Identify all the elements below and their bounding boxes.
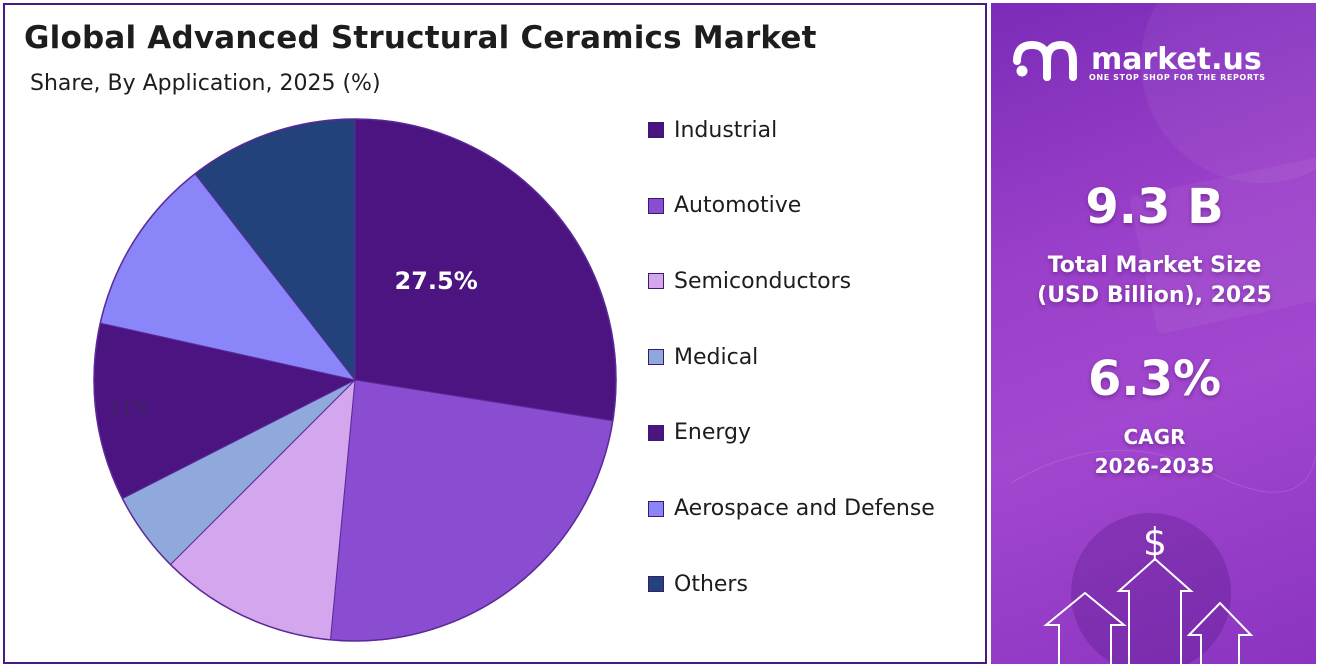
legend-swatch — [648, 122, 664, 138]
market-size-value: 9.3 B — [1085, 179, 1224, 235]
cagr-label: CAGR — [1123, 425, 1186, 449]
cagr-value: 6.3% — [1087, 351, 1222, 407]
legend-item-industrial: Industrial — [648, 115, 777, 145]
brand-tagline: ONE STOP SHOP FOR THE REPORTS — [1089, 73, 1266, 82]
legend-swatch — [648, 576, 664, 593]
data-label-industrial: 27.5% — [395, 267, 478, 295]
stats-panel: $ market.us ONE STOP SHOP FOR THE REPORT… — [989, 3, 1316, 664]
data-label-energy: 11% — [110, 397, 150, 418]
brand-name: market.us — [1091, 42, 1262, 77]
dollar-icon: $ — [1143, 520, 1167, 564]
legend-item-energy: Energy — [648, 418, 751, 448]
legend-item-medical: Medical — [648, 342, 758, 372]
background-decoration: $ — [1010, 3, 1316, 664]
legend-label: Aerospace and Defense — [674, 496, 935, 521]
legend-label: Automotive — [674, 193, 802, 219]
legend-label: Energy — [674, 420, 752, 446]
legend-swatch — [648, 500, 664, 517]
legend-item-others: Others — [648, 569, 748, 599]
legend-label: Industrial — [674, 117, 778, 143]
chart-title: Global Advanced Structural Ceramics Mark… — [24, 20, 817, 56]
legend-swatch — [648, 197, 664, 214]
market-size-label-line1: Total Market Size — [1047, 253, 1262, 278]
legend-item-aerospace-and-defense: Aerospace and Defense — [648, 494, 935, 524]
chart-subtitle: Share, By Application, 2025 (%) — [30, 71, 381, 96]
legend-label: Semiconductors — [674, 268, 852, 294]
pie-slice-automotive — [329, 379, 614, 642]
legend-item-semiconductors: Semiconductors — [648, 266, 851, 296]
cagr-period: 2026-2035 — [1094, 454, 1215, 478]
pie-outline — [93, 118, 617, 642]
pie-chart: 27.5% 11% — [93, 118, 617, 642]
market-size-label-line2: (USD Billion), 2025 — [1037, 283, 1272, 308]
legend-swatch — [648, 424, 664, 441]
brand-logo: market.us — [1013, 39, 1262, 81]
legend-label: Medical — [674, 344, 759, 370]
legend-item-automotive: Automotive — [648, 191, 801, 221]
legend-label: Others — [674, 571, 748, 597]
growth-arrows-icon — [1043, 557, 1254, 664]
legend-swatch — [648, 273, 664, 290]
market-us-logo-icon — [1013, 40, 1077, 81]
legend-swatch — [648, 349, 664, 366]
